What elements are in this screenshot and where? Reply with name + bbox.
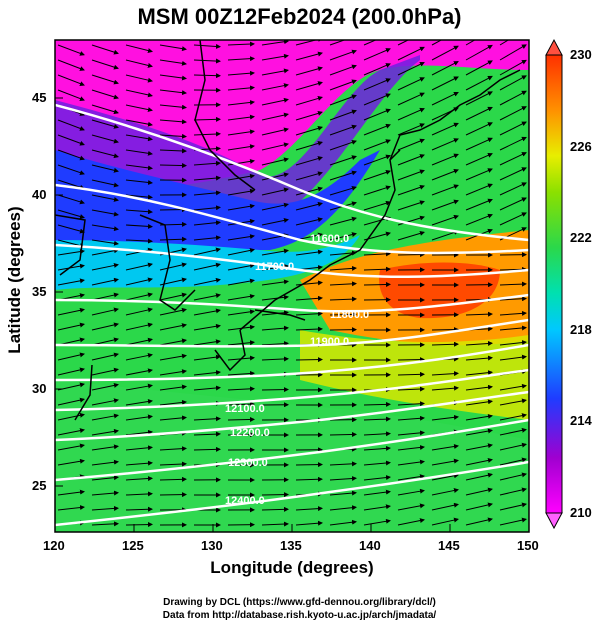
y-tick-label: 45 — [32, 90, 47, 105]
colorbar-tick-label: 210 — [570, 505, 592, 520]
contour-label: 11600.0 — [310, 233, 349, 245]
x-tick-label: 120 — [43, 538, 65, 553]
height-contours — [55, 103, 529, 527]
contour-labels: 11600.0 11700.0 11800.0 11900.0 12100.0 12200… — [225, 233, 369, 507]
y-tick-label: 30 — [32, 381, 47, 396]
streamlines — [57, 40, 527, 528]
y-tick-label: 35 — [32, 284, 47, 299]
colorbar-bottom-arrow — [545, 512, 563, 530]
x-tick-label: 140 — [359, 538, 381, 553]
x-tick-label: 125 — [122, 538, 144, 553]
x-tick-label: 145 — [438, 538, 460, 553]
colorbar-tick-label: 214 — [570, 413, 592, 429]
colorbar-tick-label: 226 — [570, 138, 592, 154]
y-axis-label: Latitude (degrees) — [5, 206, 24, 354]
contour-label: 12100.0 — [225, 403, 265, 415]
temperature-shading — [55, 40, 529, 532]
y-tick-label: 25 — [32, 478, 47, 493]
chart-title: MSM 00Z12Feb2024 (200.0hPa) — [137, 4, 462, 29]
x-tick-label: 150 — [517, 538, 539, 553]
coastlines — [55, 40, 521, 421]
x-axis-label: Longitude (degrees) — [210, 558, 374, 577]
x-tick-label: 130 — [201, 538, 223, 553]
contour-label: 12300.0 — [228, 457, 268, 469]
colorbar-tick-label: 218 — [570, 321, 592, 337]
footer-credit: Drawing by DCL (https://www.gfd-dennou.o… — [163, 597, 436, 608]
contour-label: 11700.0 — [255, 261, 294, 273]
contour-label: 11800.0 — [330, 309, 369, 321]
colorbar — [545, 54, 563, 514]
colorbar-tick-label: 222 — [570, 230, 592, 246]
contour-label: 12200.0 — [230, 427, 270, 439]
colorbar-tick-label: 230 — [570, 47, 592, 62]
x-tick-label: 135 — [280, 538, 302, 553]
y-tick-label: 40 — [32, 187, 47, 202]
colorbar-top-arrow — [545, 38, 563, 56]
footer-data-source: Data from http://database.rish.kyoto-u.a… — [162, 610, 437, 621]
contour-label: 11900.0 — [310, 336, 349, 348]
contour-label: 12400.0 — [225, 495, 265, 507]
tick-marks — [54, 97, 530, 532]
